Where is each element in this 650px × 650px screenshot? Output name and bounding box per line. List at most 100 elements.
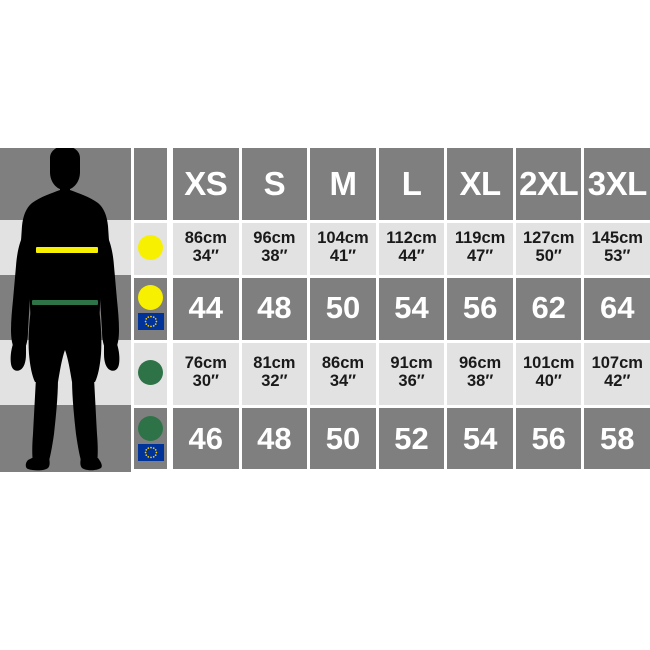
size-header-xs: XS [170, 148, 239, 220]
marker-column-header [131, 148, 170, 220]
measurement-value: 96cm 38″ [253, 229, 295, 266]
table-cell: 96cm 38″ [238, 220, 308, 275]
table-cell: 62 [512, 275, 582, 340]
table-cell: 91cm 36″ [375, 340, 445, 405]
eu-size-value: 44 [188, 289, 224, 325]
table-header-row: XS S M L XL 2XL 3XL [0, 148, 650, 220]
table-cell: 48 [238, 405, 308, 472]
table-cell: 58 [581, 405, 650, 472]
table-cell: 48 [238, 275, 308, 340]
measurement-value: 91cm 36″ [390, 353, 433, 391]
table-cell: 86cm 34″ [170, 220, 239, 275]
measurement-cm: 145cm [591, 228, 643, 247]
green-dot-icon [138, 416, 163, 441]
chest-eu-marker-cell [131, 275, 170, 340]
measurement-cm: 112cm [386, 228, 437, 247]
eu-size-value: 48 [257, 289, 292, 325]
table-cell: 104cm 41″ [307, 220, 376, 275]
eu-size-value: 50 [325, 289, 361, 325]
table-cell: 50 [307, 275, 376, 340]
measurement-cm: 107cm [591, 353, 643, 372]
waist-marker-cell [131, 340, 170, 405]
size-header-3xl: 3XL [581, 148, 650, 220]
figure-column-header [0, 148, 131, 220]
measurement-value: 86cm 34″ [321, 353, 365, 391]
table-cell: 76cm 30″ [170, 340, 239, 405]
measurement-value: 104cm 41″ [317, 229, 368, 266]
table-row-chest-cm: 86cm 34″ 96cm 38″ 104cm 41″ 112cm [0, 220, 650, 275]
measurement-in: 32″ [261, 371, 288, 390]
measurement-cm: 76cm [184, 353, 227, 372]
size-header-l: L [375, 148, 445, 220]
measurement-value: 145cm 53″ [591, 228, 643, 266]
table-cell: 52 [375, 405, 445, 472]
table-row-waist-cm: 76cm 30″ 81cm 32″ 86cm 34″ 91cm 36 [0, 340, 650, 405]
waist-eu-marker-cell [131, 405, 170, 472]
table-cell: 101cm 40″ [512, 340, 582, 405]
measurement-cm: 81cm [253, 353, 296, 372]
measurement-in: 50″ [535, 246, 562, 265]
eu-size-value: 64 [600, 289, 635, 325]
eu-flag-icon [137, 444, 164, 461]
measurement-in: 41″ [329, 246, 357, 265]
eu-size-value: 54 [462, 420, 498, 456]
measurement-cm: 101cm [522, 353, 575, 372]
table-cell: 119cm 47″ [444, 220, 513, 275]
measurement-value: 112cm 44″ [386, 228, 437, 266]
measurement-value: 119cm 47″ [454, 228, 506, 266]
chest-marker-cell [131, 220, 170, 275]
measurement-in: 34″ [329, 371, 357, 390]
measurement-in: 38″ [466, 371, 494, 390]
size-header-m: M [307, 148, 376, 220]
measurement-value: 76cm 30″ [184, 353, 227, 391]
size-header-label: 2XL [519, 165, 579, 203]
size-header-label: L [401, 165, 422, 203]
measurement-value: 107cm 42″ [591, 353, 643, 391]
measurement-in: 36″ [398, 371, 425, 390]
measurement-in: 30″ [192, 371, 219, 390]
table-cell: 145cm 53″ [581, 220, 650, 275]
figure-column-cell [0, 340, 131, 405]
measurement-value: 101cm 40″ [522, 353, 575, 391]
size-header-s: S [238, 148, 308, 220]
measurement-cm: 86cm [321, 353, 365, 372]
table-cell: 44 [170, 275, 239, 340]
measurement-in: 42″ [604, 371, 631, 390]
green-dot-icon [138, 360, 163, 385]
size-header-label: S [263, 165, 286, 203]
size-header-2xl: 2XL [512, 148, 582, 220]
size-table: XS S M L XL 2XL 3XL [0, 148, 650, 472]
measurement-cm: 127cm [522, 228, 575, 247]
table-cell: 81cm 32″ [238, 340, 308, 405]
table-cell: 127cm 50″ [512, 220, 582, 275]
measurement-cm: 96cm [459, 353, 502, 372]
measurement-value: 127cm 50″ [522, 228, 575, 266]
size-header-label: XS [184, 165, 228, 203]
table-cell: 112cm 44″ [375, 220, 445, 275]
measurement-value: 96cm 38″ [459, 353, 502, 391]
table-cell: 107cm 42″ [581, 340, 650, 405]
size-header-label: M [329, 165, 357, 203]
table-cell: 54 [444, 405, 513, 472]
table-cell: 64 [581, 275, 650, 340]
table-cell: 56 [512, 405, 582, 472]
figure-column-cell [0, 220, 131, 275]
measurement-cm: 91cm [390, 353, 433, 372]
measurement-cm: 119cm [454, 228, 506, 247]
measurement-in: 34″ [192, 246, 219, 265]
table-cell: 46 [170, 405, 239, 472]
eu-size-value: 56 [531, 420, 566, 456]
measurement-in: 38″ [261, 246, 288, 265]
size-header-label: 3XL [587, 165, 648, 203]
figure-column-cell [0, 275, 131, 340]
eu-size-value: 62 [531, 289, 566, 325]
eu-size-value: 46 [188, 420, 224, 456]
measurement-in: 40″ [535, 371, 562, 390]
eu-size-value: 52 [394, 420, 429, 456]
eu-size-value: 48 [257, 420, 292, 456]
table-row-chest-eu: 44 48 50 54 56 62 64 [0, 275, 650, 340]
table-row-waist-eu: 46 48 50 52 54 56 58 [0, 405, 650, 472]
measurement-in: 47″ [466, 246, 494, 265]
table-cell: 50 [307, 405, 376, 472]
